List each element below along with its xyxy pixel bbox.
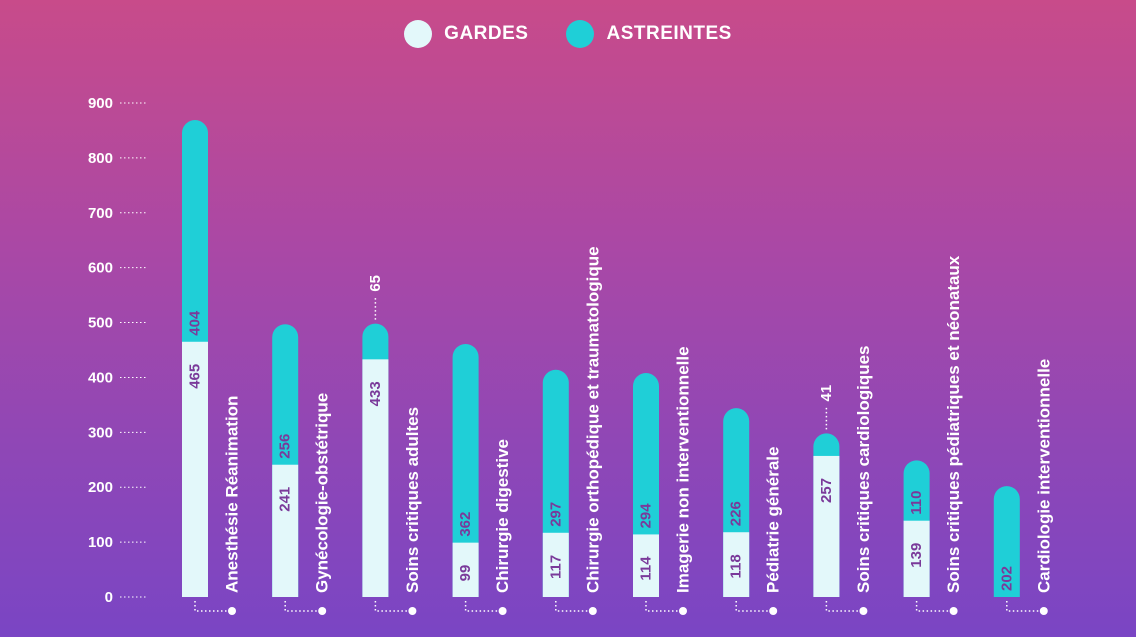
bar-gardes [182,341,208,597]
bar-gardes [542,532,569,597]
category-connector-dot [769,607,778,615]
category-label: Anesthésie Réanimation [223,396,242,593]
y-tick-label: 200 [88,479,113,496]
category-connector-dot [679,607,687,615]
y-tick-label: 100 [88,534,113,551]
data-label-gardes: 257 [818,478,835,503]
legend-swatch-astreintes [566,20,595,48]
y-tick-label: 600 [88,260,113,277]
data-label-gardes: 433 [367,381,384,406]
data-label-gardes: 117 [547,555,564,579]
legend-item-gardes: GARDES [404,20,528,48]
legend-item-astreintes: ASTREINTES [566,20,731,48]
data-label-astreintes: 65 [367,275,384,292]
legend-swatch-gardes [404,20,433,48]
y-tick-label: 500 [88,315,113,332]
category-label: Soins critiques pédiatriques et néonatau… [944,255,963,593]
data-label-gardes: 241 [277,487,294,512]
category-label: Soins critiques cardiologiques [854,346,873,594]
y-tick-label: 700 [88,205,113,222]
data-label-astreintes: 256 [277,434,294,459]
category-connector [284,601,319,612]
bar-gardes [813,455,840,597]
category-connector-dot [408,607,417,615]
bar-astreintes [993,486,1020,597]
data-label-astreintes: 110 [908,491,925,515]
y-tick-label: 900 [88,95,113,112]
y-tick-label: 800 [88,150,113,167]
bar-gardes [452,542,479,597]
data-label-astreintes: 297 [547,502,564,527]
y-tick-label: 400 [88,369,113,386]
data-label-gardes: 114 [638,556,655,581]
data-label-astreintes: 202 [998,566,1015,591]
category-connector-dot [588,607,597,615]
category-connector [915,601,950,612]
category-connector [735,601,770,612]
category-connector-dot [228,607,236,615]
bar-gardes [633,534,659,597]
category-label: Cardiologie interventionnelle [1034,359,1053,593]
y-tick-label: 0 [105,589,113,606]
category-label: Chirurgie digestive [493,439,512,593]
category-connector [374,601,409,612]
category-connector [194,601,228,612]
data-label-gardes: 465 [187,364,204,389]
category-connector [555,601,589,612]
category-connector [1006,601,1040,612]
data-label-gardes: 139 [908,543,925,568]
category-connector-dot [1039,607,1048,615]
category-label: Chirurgie orthopédique et traumatologiqu… [583,246,602,593]
category-connector-dot [498,607,507,615]
category-label: Imagerie non interventionnelle [674,346,693,593]
bar-gardes [362,359,389,597]
data-label-astreintes: 41 [818,385,835,402]
data-label-astreintes: 294 [638,503,655,529]
legend-label-astreintes: ASTREINTES [606,23,732,44]
y-tick-label: 300 [88,424,113,441]
category-connector [464,601,499,612]
category-connector-dot [949,607,958,615]
bar-gardes [903,520,930,597]
category-label: Gynécologie-obstétrique [313,393,332,593]
data-label-astreintes: 404 [187,310,204,336]
bar-gardes [272,464,299,597]
bar-astreintes [452,343,479,597]
category-connector [645,601,679,612]
data-label-astreintes: 226 [728,501,745,526]
category-label: Soins critiques adultes [403,407,422,593]
data-label-astreintes: 362 [457,512,474,537]
legend: GARDES ASTREINTES [0,20,1136,48]
category-connector [825,601,860,612]
bar-gardes [723,532,750,597]
data-label-gardes: 118 [728,554,745,578]
category-connector-dot [318,607,327,615]
data-label-gardes: 99 [457,565,474,582]
category-connector-dot [859,607,868,615]
legend-label-gardes: GARDES [444,23,529,44]
category-label: Pédiatrie générale [764,447,783,593]
